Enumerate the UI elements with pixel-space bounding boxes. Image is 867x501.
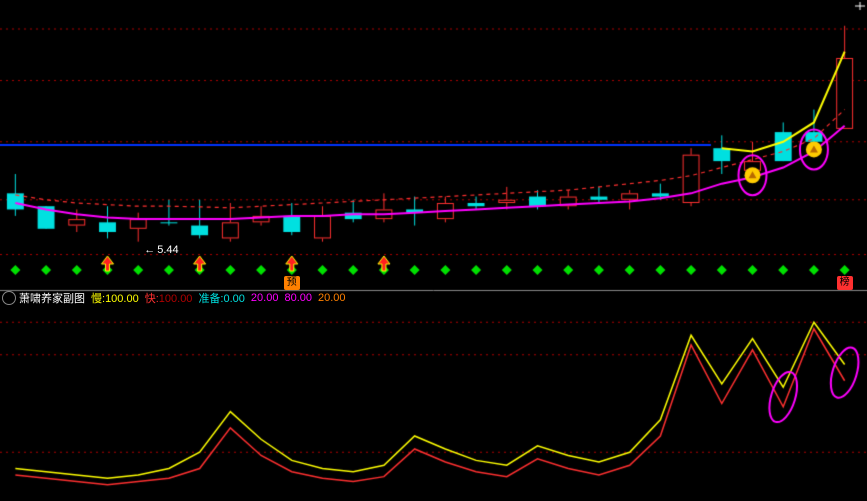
indicator-title: 萧啸养家副图 [2,290,85,306]
chart-root: 萧啸养家副图 慢:100.00 快:100.00 准备:0.00 20.00 80.00… [0,0,867,501]
indicator-value: 80.00 [284,292,312,304]
indicator-value: 快:100.00 [145,290,193,306]
indicator-bar: 萧啸养家副图 慢:100.00 快:100.00 准备:0.00 20.00 80.00… [0,290,352,306]
indicator-value: 20.00 [318,292,346,304]
chart-canvas[interactable] [0,0,867,501]
indicator-value: 慢:100.00 [91,290,139,306]
indicator-value: 准备:0.00 [198,290,244,306]
indicator-value: 20.00 [251,292,279,304]
